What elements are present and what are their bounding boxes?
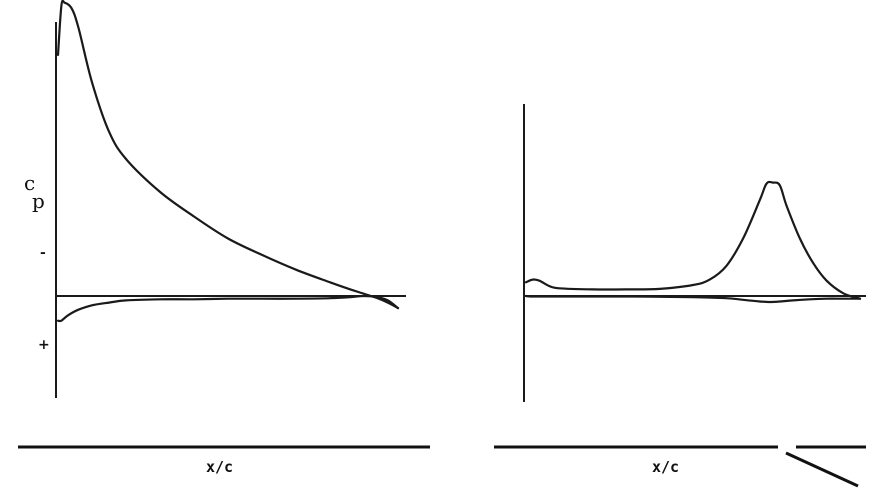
left-lower-surface-curve [56, 294, 400, 323]
right-lower-surface-curve [524, 294, 862, 304]
left-y-label-sub: p [32, 189, 45, 213]
chart-right-pressure-distribution: x/c [494, 104, 866, 488]
chart-left-pressure-distribution: c p - + x/c [18, 0, 430, 476]
left-y-tick-minus: - [40, 245, 46, 261]
right-x-label: x/c [652, 458, 679, 476]
right-diagonal-mark [785, 451, 859, 488]
left-y-label-main: c [24, 171, 35, 195]
left-x-label: x/c [206, 458, 233, 476]
left-y-tick-plus: + [38, 337, 50, 353]
right-upper-surface-curve [524, 180, 862, 300]
left-upper-surface-curve [56, 0, 400, 310]
